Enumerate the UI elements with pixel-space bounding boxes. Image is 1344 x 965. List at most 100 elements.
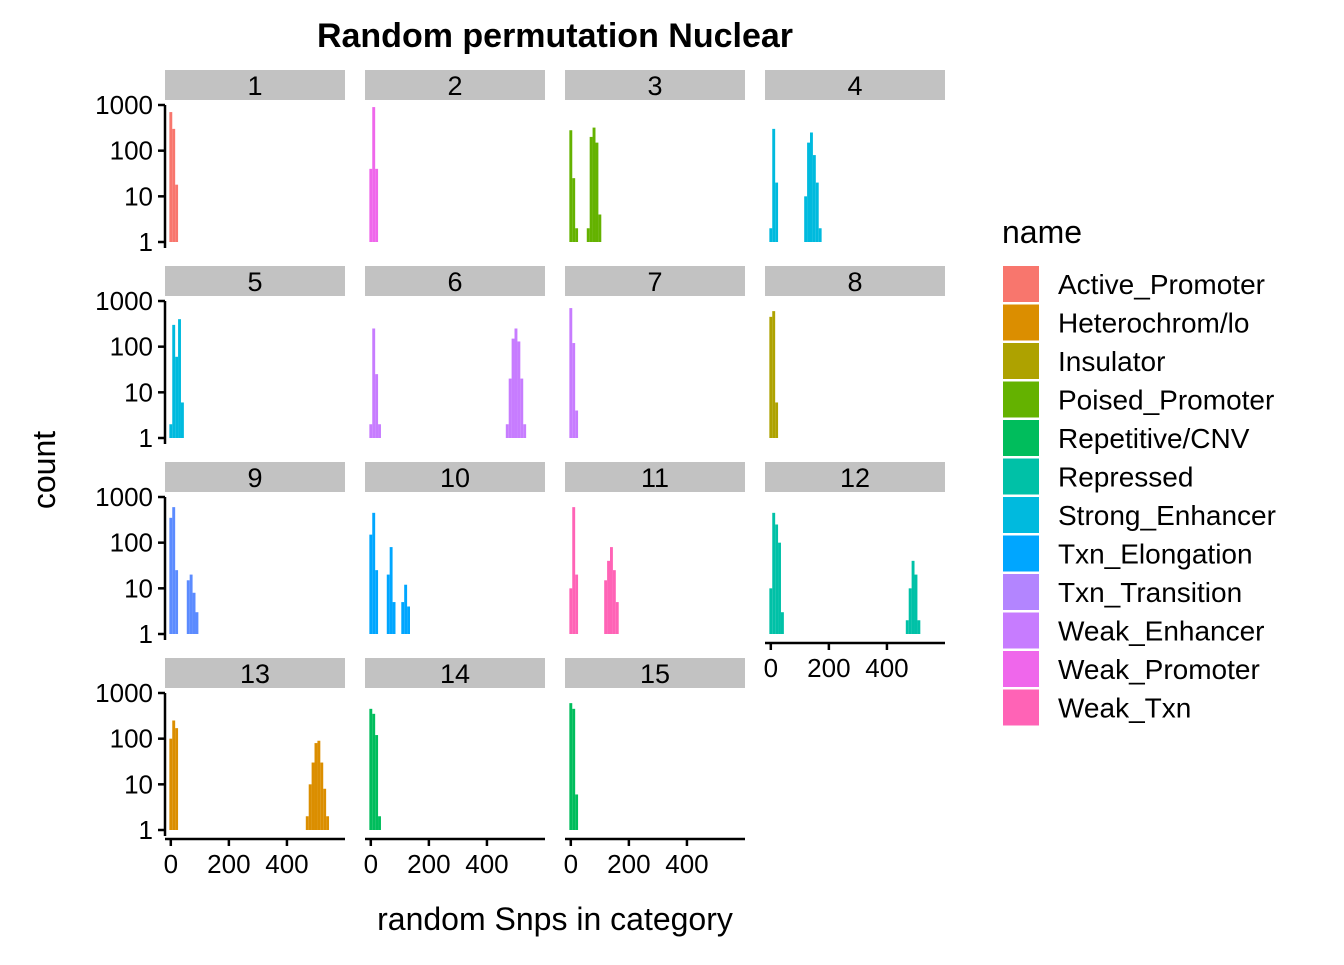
legend-label-7: Strong_Enhancer [1058, 500, 1276, 531]
x-tick-label-panel-13-1: 200 [207, 849, 250, 879]
bar-panel-15-1 [572, 708, 576, 830]
legend-swatch-6 [1003, 458, 1039, 495]
legend-label-4: Poised_Promoter [1058, 385, 1274, 416]
strip-label-11: 11 [641, 463, 669, 493]
panel-5: 5 1 10 100 1000 [95, 266, 345, 453]
legend-item-12: Weak_Txn [1003, 689, 1191, 726]
legend-item-11: Weak_Promoter [1003, 651, 1260, 687]
x-tick-label-panel-12-1: 200 [807, 653, 850, 683]
strip-panel-9 [165, 462, 345, 492]
bar-panel-4-3 [804, 196, 808, 242]
bar-panel-11-1 [572, 507, 576, 634]
panel-15: 15 0 200 400 [564, 658, 745, 879]
bar-panel-10-8 [407, 606, 410, 634]
bar-panel-14-0 [369, 708, 373, 830]
strip-panel-6 [365, 266, 545, 296]
bar-panel-12-4 [780, 612, 784, 634]
bar-panel-12-6 [908, 588, 912, 634]
bar-panel-11-2 [575, 574, 579, 634]
legend-item-4: Poised_Promoter [1003, 381, 1274, 418]
legend: name Active_Promoter Heterochrom/lo Insula… [1002, 214, 1276, 726]
bar-panel-8-0 [769, 316, 773, 438]
strip-label-3: 3 [647, 71, 662, 101]
bar-panel-12-0 [769, 588, 773, 634]
bar-panel-9-1 [172, 507, 176, 634]
y-tick-label-row-1-1: 10 [124, 181, 153, 211]
bar-panel-8-2 [775, 402, 779, 438]
bar-panel-11-7 [615, 602, 619, 634]
strip-label-5: 5 [247, 267, 262, 297]
legend-swatch-3 [1003, 343, 1039, 379]
bar-panel-9-0 [169, 517, 173, 634]
strip-panel-14 [365, 658, 545, 688]
bar-panel-1-0 [169, 112, 173, 242]
panel-2: 2 [365, 70, 545, 242]
x-tick-label-panel-14-1: 200 [407, 849, 450, 879]
bar-panel-8-1 [772, 311, 776, 438]
y-tick-label-row-4-2: 100 [110, 724, 153, 754]
bar-panel-3-2 [575, 228, 579, 242]
bar-panel-5-1 [172, 324, 176, 438]
bar-panel-6-0 [369, 424, 373, 438]
y-tick-label-row-1-3: 1000 [95, 90, 153, 120]
bar-panel-13-3 [305, 816, 309, 830]
bar-panel-4-6 [812, 155, 816, 242]
bar-panel-3-4 [589, 136, 593, 242]
bar-panel-4-0 [769, 228, 773, 242]
bar-panel-13-4 [308, 784, 312, 830]
bar-panel-13-8 [320, 762, 324, 830]
x-tick-label-panel-13-2: 400 [265, 849, 308, 879]
strip-panel-7 [565, 266, 745, 296]
bar-panel-14-2 [375, 735, 379, 830]
bar-panel-13-1 [172, 720, 176, 830]
bar-panel-2-1 [372, 107, 376, 242]
legend-item-5: Repetitive/CNV [1003, 420, 1250, 456]
bar-panel-4-5 [810, 132, 813, 242]
bar-panel-12-8 [914, 574, 918, 634]
panel-11: 11 [565, 462, 745, 634]
bar-panel-6-6 [511, 338, 515, 438]
strip-label-8: 8 [847, 267, 862, 297]
bar-panel-7-2 [575, 410, 579, 438]
strip-panel-5 [165, 266, 345, 296]
y-tick-label-row-1-2: 100 [110, 136, 153, 166]
strip-panel-2 [365, 70, 545, 100]
strip-panel-10 [365, 462, 545, 492]
bar-panel-13-6 [314, 743, 318, 830]
legend-swatch-10 [1003, 612, 1039, 649]
bar-panel-5-4 [180, 402, 184, 438]
strip-panel-12 [765, 462, 945, 492]
legend-label-12: Weak_Txn [1058, 693, 1191, 724]
bar-panel-6-2 [375, 374, 379, 438]
bar-panel-12-3 [778, 542, 781, 634]
panel-3: 3 [565, 70, 745, 242]
bar-panel-2-2 [375, 168, 379, 242]
strip-label-12: 12 [840, 463, 870, 493]
bar-panel-4-7 [815, 182, 819, 242]
legend-label-10: Weak_Enhancer [1058, 616, 1265, 647]
x-axis-label: random Snps in category [377, 901, 733, 937]
legend-swatch-9 [1003, 574, 1039, 610]
x-tick-label-panel-15-1: 200 [607, 849, 650, 879]
y-tick-label-row-3-3: 1000 [95, 482, 153, 512]
bar-panel-13-2 [175, 728, 179, 830]
legend-item-3: Insulator [1003, 343, 1165, 379]
bar-panel-13-5 [311, 762, 315, 830]
bar-panel-13-0 [169, 738, 173, 830]
strip-label-6: 6 [447, 267, 462, 297]
bar-panel-10-4 [389, 547, 393, 634]
bar-panel-3-7 [598, 214, 602, 242]
strip-label-13: 13 [240, 659, 270, 689]
bar-panel-1-2 [175, 184, 179, 242]
legend-title: name [1002, 214, 1082, 250]
bar-panel-14-3 [378, 816, 381, 830]
panel-1: 1 1 10 100 1000 [95, 70, 345, 257]
bar-panel-13-10 [326, 816, 330, 830]
y-tick-label-row-4-0: 1 [139, 815, 153, 845]
y-tick-label-row-3-0: 1 [139, 619, 153, 649]
bar-panel-6-3 [378, 424, 381, 438]
bar-panel-1-1 [172, 128, 176, 242]
legend-swatch-8 [1003, 535, 1039, 572]
